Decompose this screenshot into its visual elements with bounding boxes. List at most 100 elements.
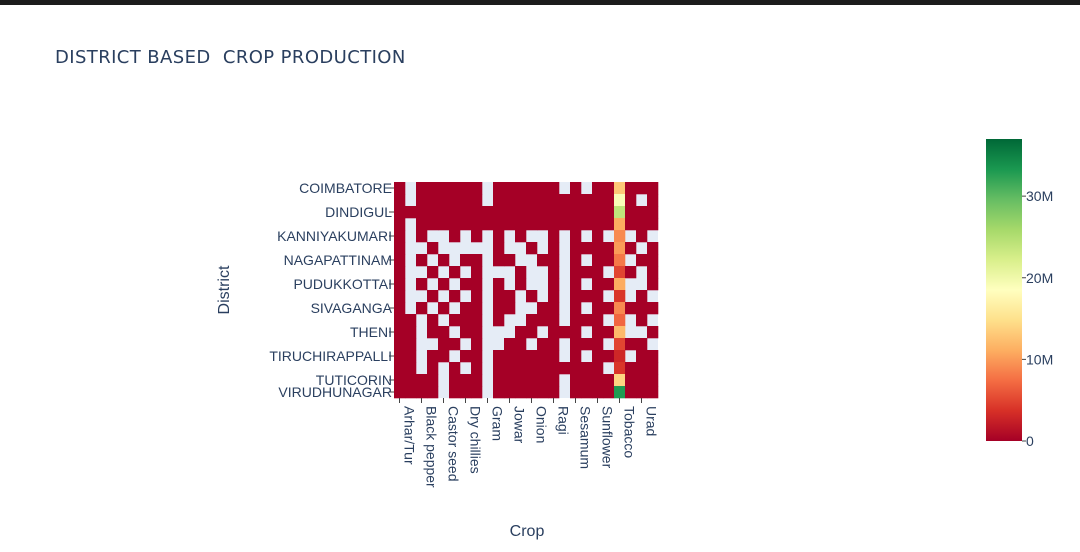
heatmap-cell[interactable] xyxy=(449,338,461,351)
heatmap-cell[interactable] xyxy=(438,182,450,195)
heatmap-cell[interactable] xyxy=(394,194,406,207)
heatmap-cell[interactable] xyxy=(460,194,472,207)
heatmap-cell[interactable] xyxy=(526,206,538,219)
heatmap-cell[interactable] xyxy=(471,230,483,243)
heatmap-cell[interactable] xyxy=(647,242,659,255)
heatmap-cell[interactable] xyxy=(504,362,516,375)
heatmap-cell[interactable] xyxy=(537,206,549,219)
heatmap-cell[interactable] xyxy=(592,386,604,399)
heatmap-cell[interactable] xyxy=(493,314,505,327)
heatmap-cell[interactable] xyxy=(570,182,582,195)
heatmap-cell[interactable] xyxy=(636,314,648,327)
heatmap-cell[interactable] xyxy=(438,254,450,267)
heatmap-cell[interactable] xyxy=(471,338,483,351)
heatmap-cell[interactable] xyxy=(614,218,626,231)
heatmap-cell[interactable] xyxy=(548,338,560,351)
heatmap-cell[interactable] xyxy=(570,206,582,219)
heatmap-cell[interactable] xyxy=(405,362,417,375)
heatmap-cell[interactable] xyxy=(636,302,648,315)
heatmap-cell[interactable] xyxy=(504,182,516,195)
heatmap-cell[interactable] xyxy=(515,266,527,279)
heatmap-cell[interactable] xyxy=(592,362,604,375)
heatmap-cell[interactable] xyxy=(570,290,582,303)
heatmap-cell[interactable] xyxy=(394,278,406,291)
heatmap-cell[interactable] xyxy=(515,338,527,351)
heatmap-cell[interactable] xyxy=(537,182,549,195)
heatmap-cell[interactable] xyxy=(548,182,560,195)
heatmap-cell[interactable] xyxy=(493,206,505,219)
heatmap-cell[interactable] xyxy=(526,374,538,387)
heatmap-cell[interactable] xyxy=(537,386,549,399)
heatmap-cell[interactable] xyxy=(394,386,406,399)
heatmap-cell[interactable] xyxy=(438,194,450,207)
heatmap-cell[interactable] xyxy=(603,278,615,291)
heatmap-cell[interactable] xyxy=(471,278,483,291)
heatmap-cell[interactable] xyxy=(394,302,406,315)
heatmap-cell[interactable] xyxy=(471,194,483,207)
heatmap-cell[interactable] xyxy=(504,254,516,267)
heatmap-cell[interactable] xyxy=(394,242,406,255)
heatmap-cell[interactable] xyxy=(603,326,615,339)
heatmap-cell[interactable] xyxy=(526,242,538,255)
heatmap-cell[interactable] xyxy=(647,302,659,315)
heatmap-cell[interactable] xyxy=(515,374,527,387)
heatmap-cell[interactable] xyxy=(537,218,549,231)
heatmap-cell[interactable] xyxy=(394,254,406,267)
heatmap-cell[interactable] xyxy=(592,278,604,291)
heatmap-cell[interactable] xyxy=(570,254,582,267)
heatmap-cell[interactable] xyxy=(625,386,637,399)
heatmap-cell[interactable] xyxy=(625,194,637,207)
heatmap-cell[interactable] xyxy=(493,350,505,363)
heatmap-cell[interactable] xyxy=(493,386,505,399)
heatmap-cell[interactable] xyxy=(559,218,571,231)
heatmap-cell[interactable] xyxy=(515,326,527,339)
heatmap-cell[interactable] xyxy=(647,206,659,219)
heatmap-cell[interactable] xyxy=(449,290,461,303)
heatmap-cell[interactable] xyxy=(438,218,450,231)
heatmap-cell[interactable] xyxy=(493,374,505,387)
heatmap-cell[interactable] xyxy=(438,278,450,291)
heatmap-cell[interactable] xyxy=(592,350,604,363)
heatmap-cell[interactable] xyxy=(405,350,417,363)
heatmap-cell[interactable] xyxy=(636,230,648,243)
heatmap-cell[interactable] xyxy=(526,290,538,303)
heatmap-cell[interactable] xyxy=(427,218,439,231)
heatmap-cell[interactable] xyxy=(581,194,593,207)
heatmap-cell[interactable] xyxy=(427,182,439,195)
heatmap-cell[interactable] xyxy=(427,326,439,339)
heatmap-cell[interactable] xyxy=(438,350,450,363)
heatmap-cell[interactable] xyxy=(449,314,461,327)
heatmap-cell[interactable] xyxy=(449,206,461,219)
heatmap-cell[interactable] xyxy=(504,386,516,399)
heatmap-cell[interactable] xyxy=(438,302,450,315)
heatmap-cell[interactable] xyxy=(394,338,406,351)
heatmap-cell[interactable] xyxy=(526,386,538,399)
heatmap-cell[interactable] xyxy=(460,206,472,219)
heatmap-cell[interactable] xyxy=(460,278,472,291)
heatmap-cell[interactable] xyxy=(471,290,483,303)
heatmap-cell[interactable] xyxy=(603,242,615,255)
heatmap-cell[interactable] xyxy=(471,302,483,315)
heatmap-cell[interactable] xyxy=(592,218,604,231)
heatmap-cell[interactable] xyxy=(647,254,659,267)
heatmap-cell[interactable] xyxy=(614,254,626,267)
heatmap-cell[interactable] xyxy=(493,230,505,243)
heatmap-cell[interactable] xyxy=(427,374,439,387)
heatmap-cell[interactable] xyxy=(460,374,472,387)
heatmap-cell[interactable] xyxy=(625,218,637,231)
heatmap-cell[interactable] xyxy=(614,242,626,255)
heatmap-cell[interactable] xyxy=(438,326,450,339)
heatmap-cell[interactable] xyxy=(504,302,516,315)
heatmap-cell[interactable] xyxy=(416,254,428,267)
heatmap-cell[interactable] xyxy=(449,386,461,399)
heatmap-cell[interactable] xyxy=(647,386,659,399)
heatmap-cell[interactable] xyxy=(570,362,582,375)
heatmap-cell[interactable] xyxy=(636,218,648,231)
heatmap-cell[interactable] xyxy=(427,314,439,327)
heatmap-cell[interactable] xyxy=(625,362,637,375)
heatmap-cell[interactable] xyxy=(559,326,571,339)
heatmap-cell[interactable] xyxy=(647,194,659,207)
heatmap-cell[interactable] xyxy=(570,230,582,243)
heatmap-cell[interactable] xyxy=(548,326,560,339)
